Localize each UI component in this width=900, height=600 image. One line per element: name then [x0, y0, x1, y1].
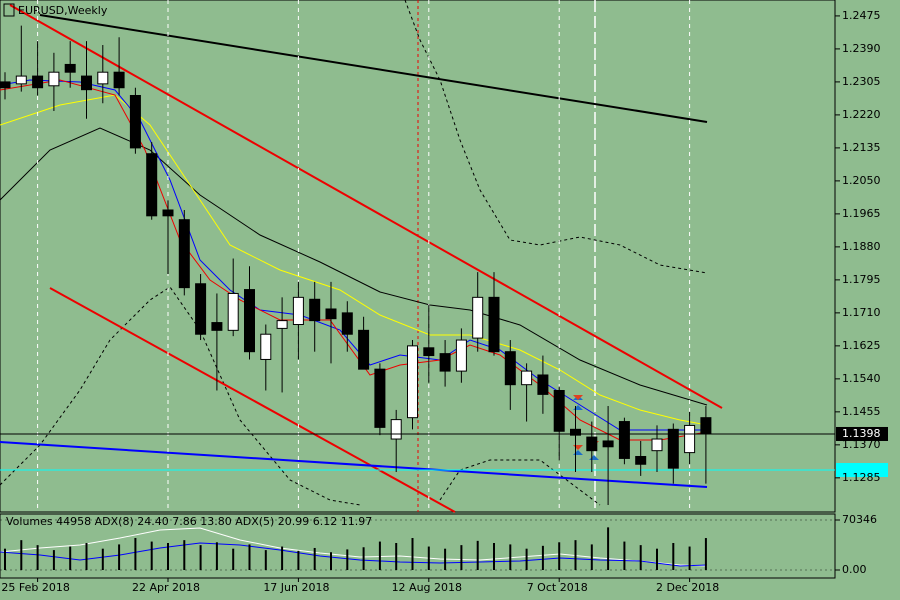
- candle-body: [260, 333, 272, 360]
- y-tick-label: 1.1710: [842, 306, 881, 319]
- candle-body: [667, 428, 679, 469]
- x-tick-label: 2 Dec 2018: [656, 581, 719, 594]
- candle-body: [602, 440, 614, 448]
- x-tick-label: 12 Aug 2018: [392, 581, 462, 594]
- y-tick-label: 0.00: [842, 563, 867, 576]
- y-tick-label: 1.1285: [842, 471, 881, 484]
- y-tick-label: 1.1965: [842, 207, 881, 220]
- indicator-title: Volumes 44958 ADX(8) 24.40 7.86 13.80 AD…: [6, 515, 372, 528]
- candle-body: [48, 71, 60, 87]
- bollinger-band: [439, 459, 601, 506]
- candle-body: [488, 296, 500, 353]
- candle-body: [374, 368, 386, 428]
- y-tick-label: 1.1880: [842, 240, 881, 253]
- candle-body: [472, 296, 484, 339]
- candle-body: [423, 347, 435, 357]
- adx-line: [0, 527, 708, 567]
- y-tick-label: 1.1540: [842, 372, 881, 385]
- moving-average: [0, 79, 707, 431]
- candle-body: [521, 370, 533, 386]
- candle-body: [178, 219, 190, 289]
- candle-body: [276, 320, 288, 329]
- y-tick-label: 1.2220: [842, 108, 881, 121]
- candle-body: [244, 289, 255, 353]
- chart-title: EURUSD,Weekly: [18, 4, 108, 17]
- candle-body: [129, 94, 141, 149]
- moving-average: [0, 127, 708, 406]
- x-tick-label: 17 Jun 2018: [263, 581, 329, 594]
- candle-body: [341, 312, 353, 335]
- candle-body: [553, 390, 565, 432]
- candle-body: [504, 351, 516, 386]
- candle-body: [195, 283, 207, 335]
- candle-body: [81, 75, 92, 91]
- y-tick-label: 1.2050: [842, 174, 881, 187]
- y-tick-label: 1.2305: [842, 75, 881, 88]
- trend-line: [49, 287, 456, 513]
- indicator-frame: [0, 513, 836, 579]
- main-frame: [0, 0, 836, 513]
- bollinger-band: [404, 0, 708, 274]
- candle-body: [325, 308, 337, 320]
- moving-average: [0, 79, 708, 441]
- candle-body: [32, 75, 44, 89]
- trend-line: [0, 441, 708, 488]
- candle-body: [358, 329, 370, 370]
- x-tick-label: 7 Oct 2018: [527, 581, 588, 594]
- y-tick-label: 1.2390: [842, 42, 881, 55]
- y-tick-label: 1.1625: [842, 339, 881, 352]
- candle-body: [586, 436, 598, 452]
- y-tick-label: 1.2135: [842, 141, 881, 154]
- last-price-label: 1.1398: [842, 427, 881, 440]
- y-tick-label: 1.2475: [842, 9, 881, 22]
- candle-body: [211, 322, 223, 331]
- candle-body: [700, 417, 712, 435]
- candle-body: [618, 421, 630, 459]
- candle-body: [570, 428, 581, 436]
- candle-body: [292, 296, 304, 326]
- candle-body: [97, 71, 109, 85]
- x-tick-label: 25 Feb 2018: [1, 581, 69, 594]
- candle-body: [64, 63, 76, 73]
- candle-body: [439, 353, 451, 372]
- trend-line: [9, 4, 723, 409]
- candle-body: [684, 424, 696, 454]
- candle-body: [635, 455, 647, 465]
- last-price-box: [836, 426, 888, 441]
- candle-body: [146, 153, 158, 217]
- y-tick-label: 1.1795: [842, 273, 881, 286]
- y-tick-label: 1.1370: [842, 438, 881, 451]
- candle-body: [0, 81, 11, 89]
- line-price-box: [836, 463, 888, 477]
- x-tick-label: 22 Apr 2018: [132, 581, 200, 594]
- candle-body: [390, 419, 402, 440]
- title-icon: [3, 3, 15, 17]
- candle-body: [651, 438, 663, 452]
- y-tick-label: 70346: [842, 513, 877, 526]
- candle-body: [227, 292, 239, 331]
- candle-body: [113, 71, 125, 89]
- candle-body: [309, 298, 321, 322]
- candle-body: [455, 339, 467, 372]
- candle-body: [407, 345, 418, 419]
- y-tick-label: 1.1455: [842, 405, 881, 418]
- trend-line: [39, 14, 708, 123]
- moving-average: [0, 94, 708, 426]
- candle-body: [537, 374, 549, 395]
- adx-line: [0, 542, 708, 567]
- candle-body: [162, 209, 174, 217]
- candle-body: [15, 75, 27, 85]
